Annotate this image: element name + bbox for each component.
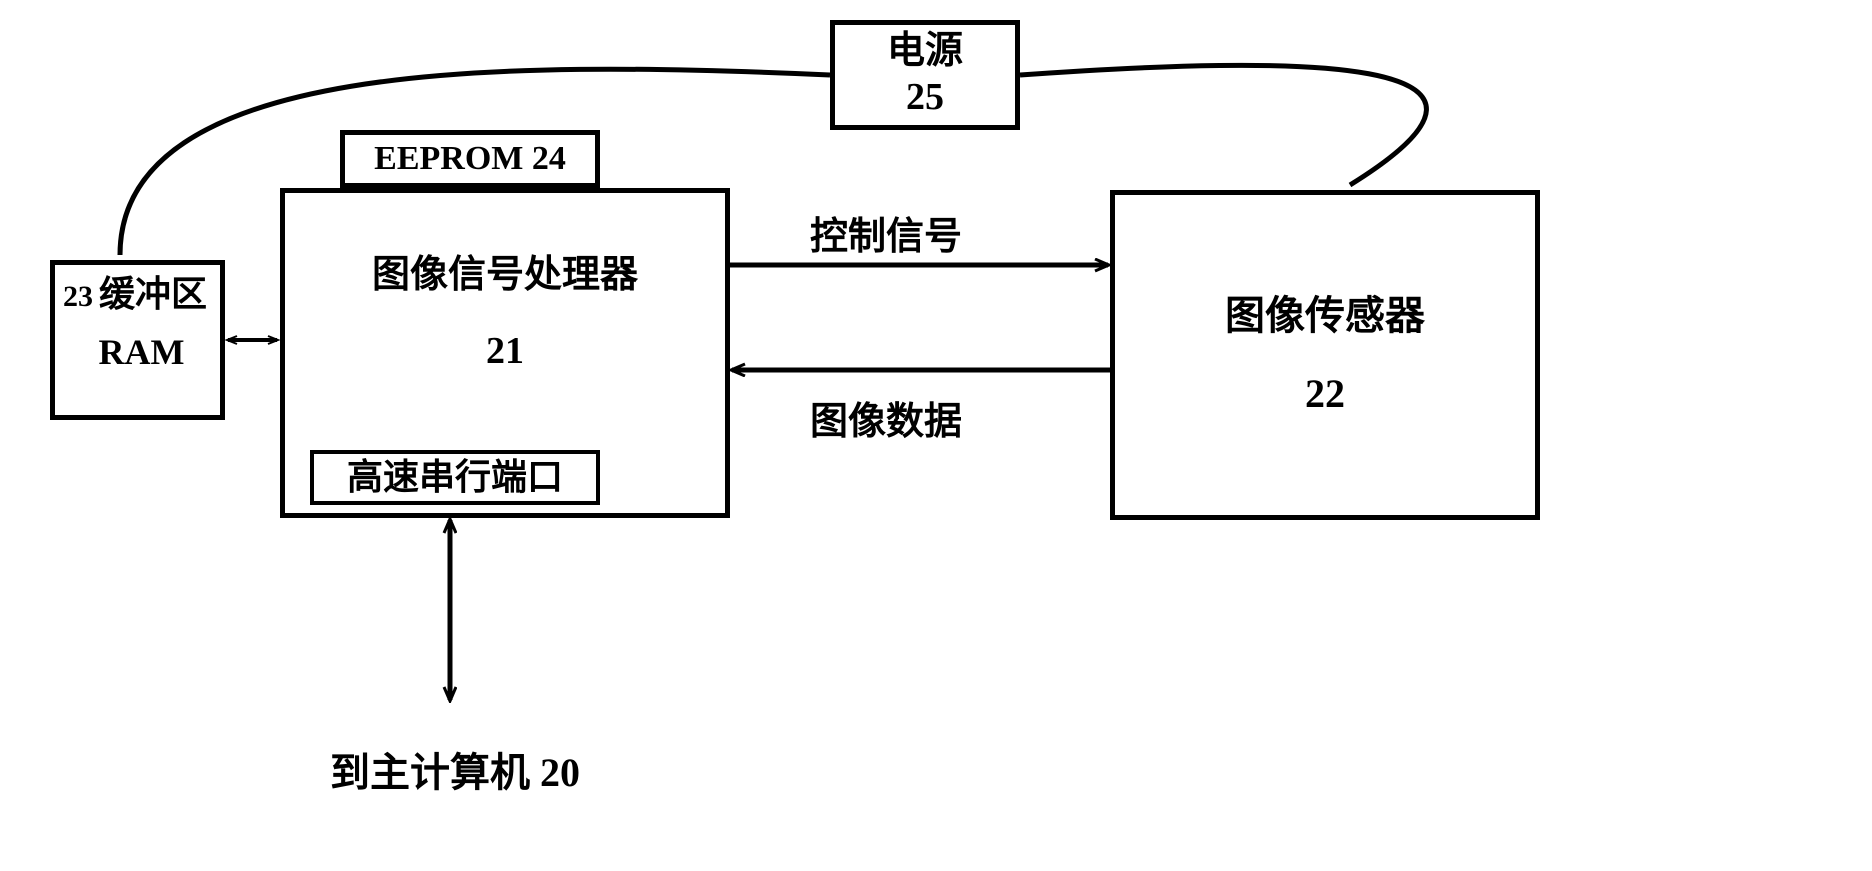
node-isp-label2: 21 xyxy=(486,329,524,375)
edge-power-to-sensor xyxy=(1020,65,1426,185)
node-eeprom-label: EEPROM 24 xyxy=(374,139,566,180)
node-eeprom: EEPROM 24 xyxy=(340,130,600,188)
label-image-data: 图像数据 xyxy=(810,390,962,445)
diagram-canvas: 电源 25 EEPROM 24 图像信号处理器 21 高速串行端口 23 缓冲区… xyxy=(0,0,1872,871)
label-control-signal: 控制信号 xyxy=(810,205,962,260)
node-sensor: 图像传感器 22 xyxy=(1110,190,1540,520)
node-serial-port-label: 高速串行端口 xyxy=(347,456,563,499)
node-power-label1: 电源 xyxy=(887,29,963,75)
node-ram: 23 缓冲区 RAM xyxy=(50,260,225,420)
node-isp-label1: 图像信号处理器 xyxy=(372,253,638,299)
node-ram-num: 23 xyxy=(63,279,93,315)
node-ram-label2: RAM xyxy=(99,331,185,374)
label-host: 到主计算机 20 xyxy=(330,740,580,798)
node-sensor-label2: 22 xyxy=(1305,370,1345,418)
node-power: 电源 25 xyxy=(830,20,1020,130)
node-sensor-label1: 图像传感器 xyxy=(1225,292,1425,340)
node-power-label2: 25 xyxy=(906,75,944,121)
node-serial-port: 高速串行端口 xyxy=(310,450,600,505)
node-ram-label1: 缓冲区 xyxy=(99,273,207,316)
